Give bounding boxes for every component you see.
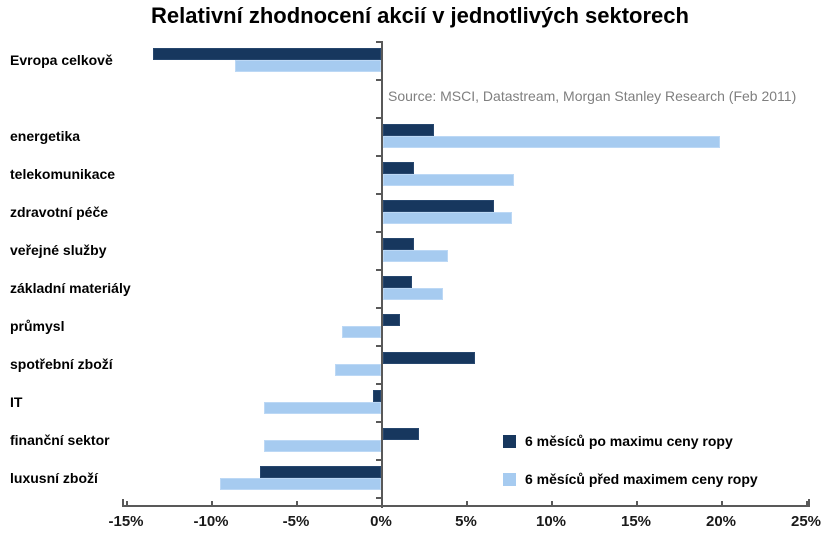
x-axis-tick: [466, 501, 468, 505]
bar-po: [383, 314, 400, 326]
bar-pred: [383, 212, 513, 224]
x-axis-tick: [636, 501, 638, 505]
category-label: veřejné služby: [10, 242, 107, 258]
x-axis-tick: [721, 501, 723, 505]
legend-item-pred: 6 měsíců před maximem ceny ropy: [503, 471, 758, 487]
bar-po: [383, 124, 434, 136]
x-axis-tick-label: 15%: [620, 513, 652, 530]
x-axis-line: [122, 505, 810, 507]
source-note: Source: MSCI, Datastream, Morgan Stanley…: [388, 88, 797, 104]
bar-pred: [383, 250, 448, 262]
legend-item-po: 6 měsíců po maximu ceny ropy: [503, 433, 733, 449]
legend-swatch-pred-icon: [503, 472, 516, 486]
x-axis-tick-label: 25%: [790, 513, 822, 530]
x-axis-tick: [381, 495, 383, 508]
y-axis-tick: [376, 79, 381, 81]
bar-po: [153, 48, 381, 60]
bar-po: [383, 162, 414, 174]
bar-pred: [219, 478, 381, 490]
bar-pred: [234, 60, 381, 72]
x-axis-end-bracket: [808, 499, 810, 505]
x-axis-tick-label: 20%: [705, 513, 737, 530]
x-axis-tick-label: 0%: [370, 513, 392, 530]
x-axis-tick: [126, 501, 128, 505]
y-axis-tick: [376, 193, 381, 195]
bar-pred: [335, 364, 381, 376]
y-axis-tick: [376, 231, 381, 233]
y-axis-tick: [376, 383, 381, 385]
bar-po: [372, 390, 381, 402]
bar-pred: [383, 288, 443, 300]
bar-po: [383, 352, 475, 364]
legend-label-pred: 6 měsíců před maximem ceny ropy: [525, 471, 758, 487]
y-axis-tick: [376, 117, 381, 119]
bar-po: [383, 428, 419, 440]
y-axis-tick: [376, 497, 381, 499]
x-axis-tick-label: 10%: [535, 513, 567, 530]
bar-pred: [383, 136, 720, 148]
x-axis-tick: [806, 501, 808, 505]
y-axis-tick: [376, 155, 381, 157]
category-label: zdravotní péče: [10, 204, 109, 220]
x-axis-end-bracket: [122, 499, 124, 505]
y-axis-tick: [376, 269, 381, 271]
category-label: Evropa celkově: [10, 52, 113, 68]
x-axis-tick-label: -10%: [193, 513, 229, 530]
x-axis-tick: [296, 501, 298, 505]
category-label: telekomunikace: [10, 166, 116, 182]
x-axis-tick: [551, 501, 553, 505]
category-label: průmysl: [10, 318, 65, 334]
bar-po: [383, 200, 494, 212]
bar-po: [260, 466, 381, 478]
category-label: luxusní zboží: [10, 470, 98, 486]
legend-label-po: 6 měsíců po maximu ceny ropy: [525, 433, 733, 449]
bar-pred: [263, 440, 381, 452]
y-axis-tick: [376, 421, 381, 423]
y-axis-tick: [376, 345, 381, 347]
bar-po: [383, 238, 414, 250]
bar-pred: [263, 402, 381, 414]
x-axis-tick-label: -15%: [108, 513, 144, 530]
x-axis-tick-label: 5%: [455, 513, 477, 530]
category-label: základní materiály: [10, 280, 131, 296]
bar-pred: [341, 326, 381, 338]
category-label: spotřební zboží: [10, 356, 113, 372]
legend-swatch-po-icon: [503, 434, 516, 448]
x-axis-tick: [211, 501, 213, 505]
category-label: IT: [10, 394, 23, 410]
chart-title: Relativní zhodnocení akcií v jednotlivýc…: [151, 3, 689, 28]
bar-pred: [383, 174, 514, 186]
y-axis-tick: [376, 41, 381, 43]
y-axis-line: [381, 41, 383, 505]
y-axis-tick: [376, 307, 381, 309]
category-label: energetika: [10, 128, 81, 144]
y-axis-tick: [376, 459, 381, 461]
category-label: finanční sektor: [10, 432, 110, 448]
bar-po: [383, 276, 412, 288]
x-axis-tick-label: -5%: [282, 513, 310, 530]
